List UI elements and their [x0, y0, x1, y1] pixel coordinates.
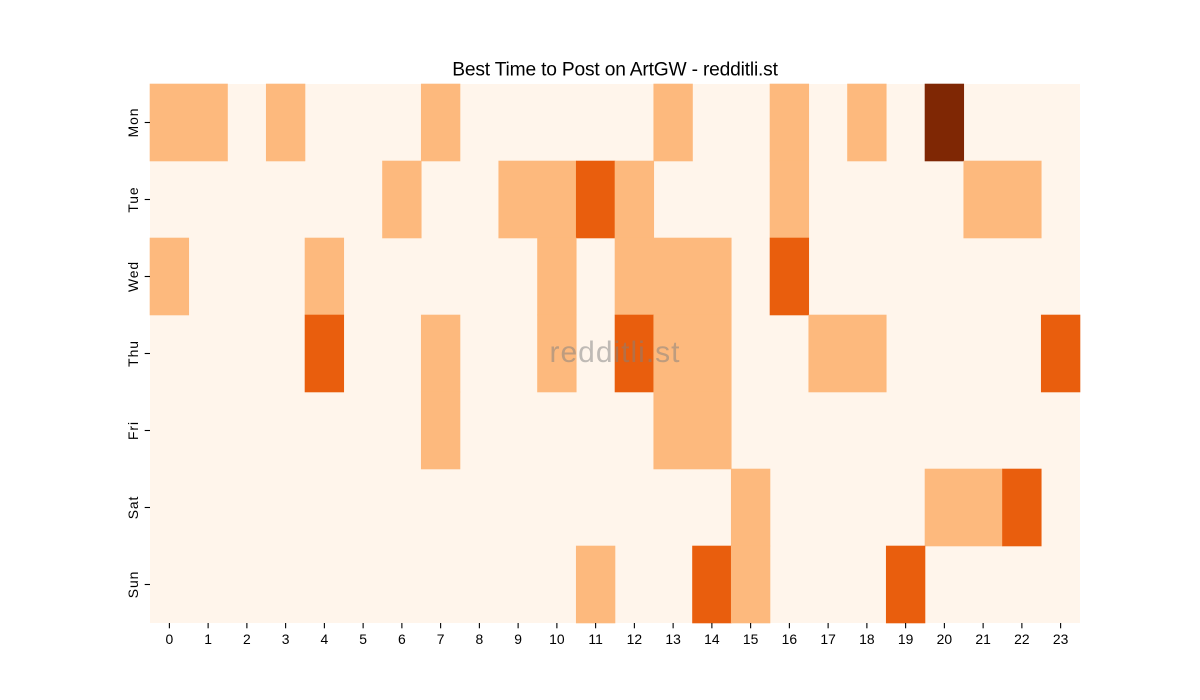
svg-text:14: 14 — [704, 631, 720, 647]
svg-text:Thu: Thu — [125, 340, 141, 367]
svg-text:23: 23 — [1053, 631, 1069, 647]
svg-text:6: 6 — [398, 631, 406, 647]
svg-text:8: 8 — [476, 631, 484, 647]
svg-text:Mon: Mon — [125, 108, 141, 138]
svg-text:0: 0 — [166, 631, 174, 647]
svg-text:12: 12 — [627, 631, 643, 647]
svg-text:5: 5 — [359, 631, 367, 647]
svg-text:Best Time to Post on ArtGW - r: Best Time to Post on ArtGW - redditli.st — [452, 60, 778, 81]
svg-text:20: 20 — [937, 631, 953, 647]
svg-text:1: 1 — [204, 631, 212, 647]
svg-text:2: 2 — [243, 631, 251, 647]
svg-text:13: 13 — [665, 631, 681, 647]
svg-text:Fri: Fri — [125, 421, 141, 440]
svg-text:redditli.st: redditli.st — [549, 336, 680, 369]
svg-text:Wed: Wed — [125, 261, 141, 292]
svg-text:9: 9 — [514, 631, 522, 647]
svg-text:21: 21 — [975, 631, 991, 647]
svg-text:Sat: Sat — [125, 496, 141, 520]
svg-text:19: 19 — [898, 631, 914, 647]
svg-text:16: 16 — [782, 631, 798, 647]
svg-text:17: 17 — [820, 631, 836, 647]
svg-text:3: 3 — [282, 631, 290, 647]
svg-text:15: 15 — [743, 631, 759, 647]
svg-text:11: 11 — [588, 631, 603, 647]
svg-text:10: 10 — [549, 631, 565, 647]
svg-text:Sun: Sun — [125, 571, 141, 598]
svg-text:22: 22 — [1014, 631, 1030, 647]
svg-text:4: 4 — [321, 631, 329, 647]
svg-text:7: 7 — [437, 631, 445, 647]
svg-text:Tue: Tue — [125, 186, 141, 212]
svg-text:18: 18 — [859, 631, 875, 647]
